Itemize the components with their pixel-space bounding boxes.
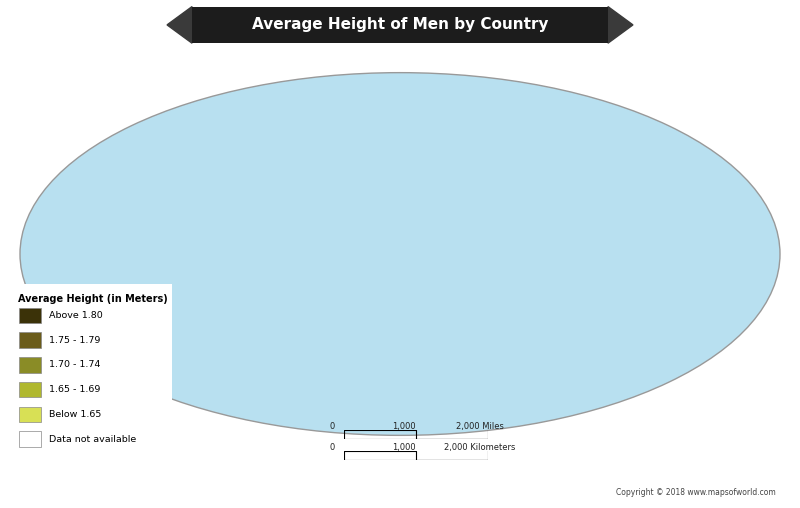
Text: 1,000: 1,000 (392, 442, 416, 452)
Text: Data not available: Data not available (49, 434, 136, 443)
Text: 0: 0 (330, 442, 334, 452)
Text: Above 1.80: Above 1.80 (49, 311, 102, 320)
Text: 1.70 - 1.74: 1.70 - 1.74 (49, 361, 100, 369)
FancyBboxPatch shape (19, 357, 41, 373)
Ellipse shape (20, 73, 780, 435)
Text: 1.75 - 1.79: 1.75 - 1.79 (49, 336, 100, 345)
Text: 2,000 Kilometers: 2,000 Kilometers (444, 442, 516, 452)
FancyBboxPatch shape (19, 431, 41, 447)
FancyBboxPatch shape (19, 332, 41, 348)
Text: 1,000: 1,000 (392, 422, 416, 431)
Text: 1.65 - 1.69: 1.65 - 1.69 (49, 385, 100, 394)
Text: 0: 0 (330, 422, 334, 431)
Text: Average Height of Men by Country: Average Height of Men by Country (252, 17, 548, 31)
FancyBboxPatch shape (192, 7, 608, 43)
Polygon shape (608, 7, 633, 43)
Text: Copyright © 2018 www.mapsofworld.com: Copyright © 2018 www.mapsofworld.com (616, 488, 776, 497)
Text: Below 1.65: Below 1.65 (49, 410, 102, 419)
FancyBboxPatch shape (19, 406, 41, 422)
Text: 2,000 Miles: 2,000 Miles (456, 422, 504, 431)
Text: Average Height (in Meters): Average Height (in Meters) (18, 294, 167, 304)
FancyBboxPatch shape (19, 308, 41, 323)
FancyBboxPatch shape (19, 382, 41, 397)
Polygon shape (167, 7, 192, 43)
FancyBboxPatch shape (3, 279, 177, 473)
